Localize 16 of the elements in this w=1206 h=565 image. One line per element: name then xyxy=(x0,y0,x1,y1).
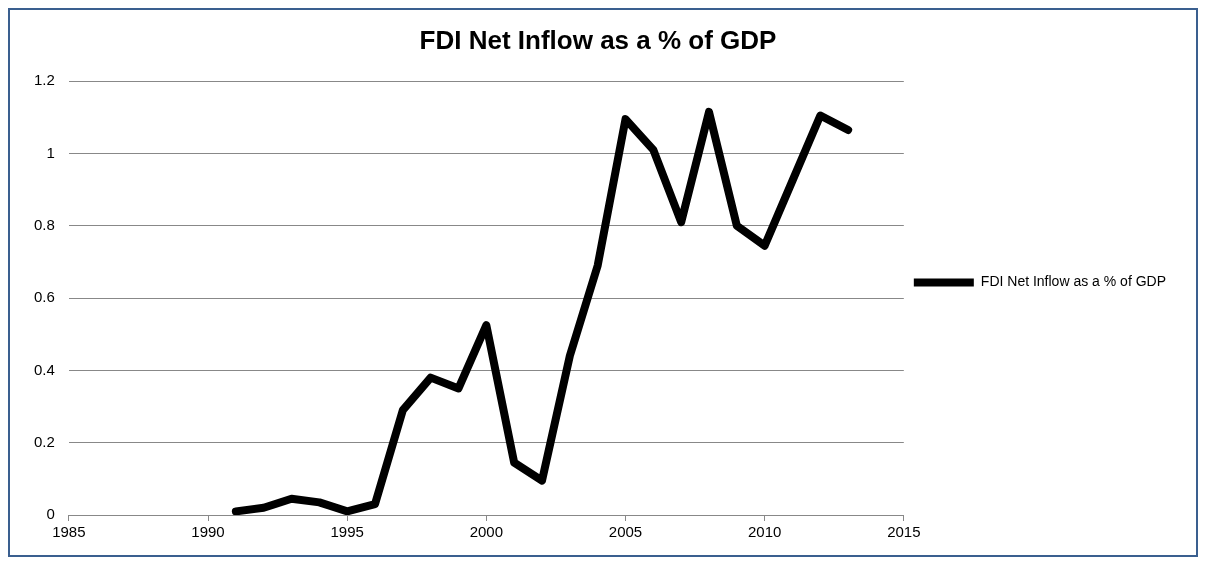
y-tick-label: 1.2 xyxy=(33,71,55,89)
x-tick-label: 2000 xyxy=(469,523,504,541)
y-tick-label: 0.6 xyxy=(33,288,55,306)
x-tick-label: 1990 xyxy=(191,523,225,541)
x-tick-label: 1985 xyxy=(52,523,86,541)
legend-label: FDI Net Inflow as a % of GDP xyxy=(980,273,1166,290)
x-tick-label: 2005 xyxy=(608,523,643,541)
y-tick-label: 0 xyxy=(46,505,55,523)
y-tick-label: 0.4 xyxy=(33,360,55,378)
y-tick-label: 0.2 xyxy=(33,432,55,450)
x-tick-label: 2010 xyxy=(747,523,782,541)
chart-title: FDI Net Inflow as a % of GDP xyxy=(419,24,777,55)
x-tick-label: 2015 xyxy=(887,523,921,541)
y-tick-label: 0.8 xyxy=(33,215,55,233)
y-tick-label: 1 xyxy=(46,143,55,161)
x-tick-label: 1995 xyxy=(330,523,364,541)
